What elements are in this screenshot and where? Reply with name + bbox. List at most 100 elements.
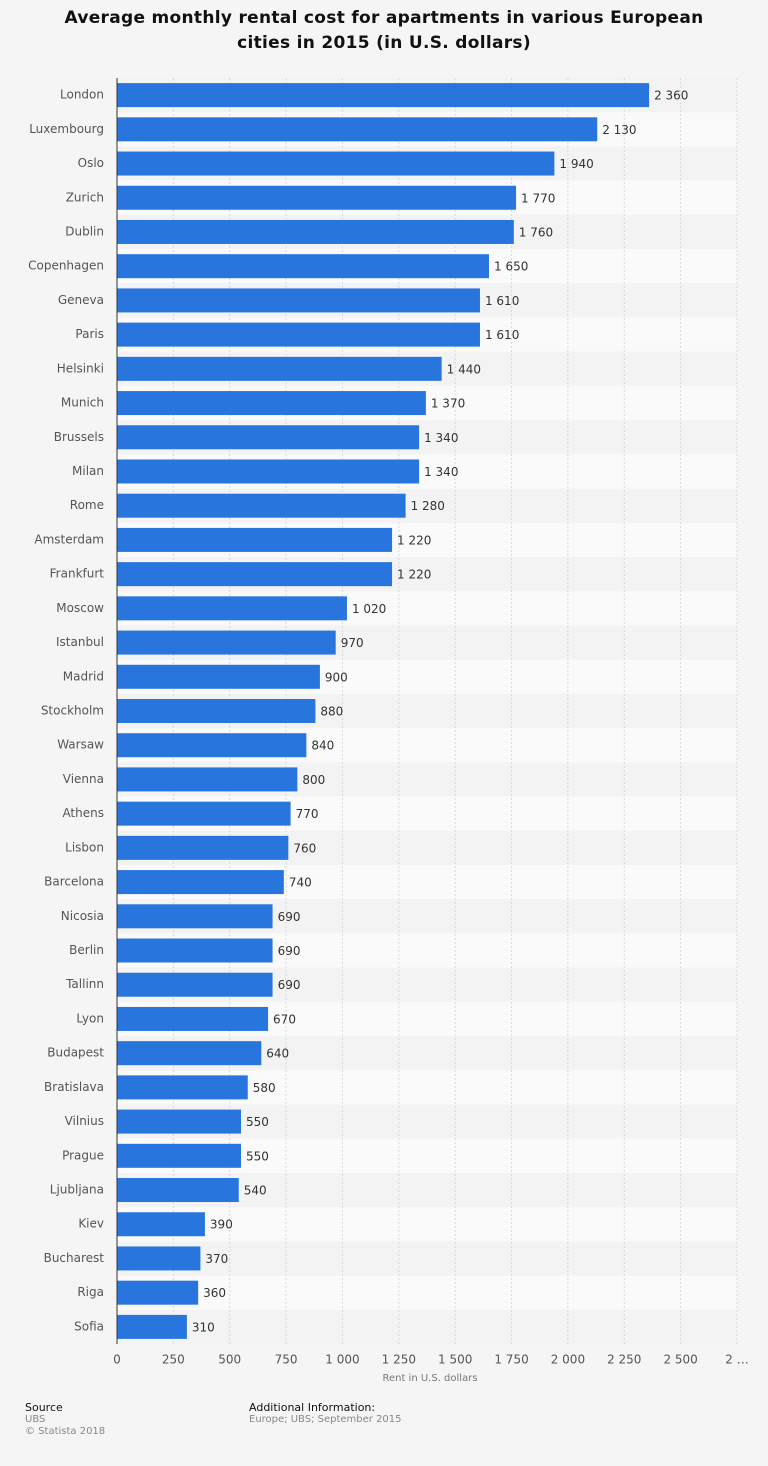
bar [117,219,514,244]
bar [117,801,291,826]
value-label: 550 [246,1115,269,1129]
y-tick-label: Kiev [78,1217,104,1231]
info-text: Europe; UBS; September 2015 [249,1414,402,1425]
y-tick-label: Copenhagen [28,259,104,273]
bar [117,288,480,313]
value-label: 640 [266,1047,289,1061]
value-label: 1 940 [559,157,593,171]
y-tick-label: Madrid [63,669,104,683]
value-label: 1 340 [424,431,458,445]
value-label: 2 360 [654,89,688,103]
value-label: 690 [278,978,301,992]
y-tick-label: Paris [75,327,104,341]
y-tick-label: Lyon [76,1011,104,1025]
bar [117,972,273,997]
bar [117,391,426,416]
info-heading: Additional Information: [249,1401,376,1414]
value-label: 390 [210,1218,233,1232]
bar [117,1212,205,1237]
y-tick-label: Istanbul [56,635,104,649]
chart: 0 250 500 750 1 000 1 250 1 500 1 750 2 000 2 250… [28,78,749,1384]
value-label: 1 440 [447,362,481,376]
bar [117,1006,269,1031]
x-tick-label: 2 500 [663,1353,697,1367]
bar [117,664,320,689]
y-tick-label: Athens [62,806,104,820]
y-tick-label: Milan [72,464,104,478]
value-label: 900 [325,670,348,684]
value-label: 360 [203,1286,226,1300]
y-tick-label: Zurich [66,190,104,204]
bar [117,493,406,518]
y-tick-label: Budapest [47,1046,104,1060]
value-label: 1 220 [397,533,431,547]
bar [117,938,273,963]
y-tick-label: Dublin [65,224,104,238]
bar [117,83,650,108]
row-stripe [117,1309,737,1344]
y-tick-label: Frankfurt [50,567,105,581]
value-label: 760 [293,841,316,855]
y-tick-label: Warsaw [57,738,104,752]
y-tick-label: Oslo [78,156,104,170]
source-heading: Source [25,1401,63,1414]
y-tick-label: Amsterdam [34,532,104,546]
x-axis-label: Rent in U.S. dollars [382,1373,477,1384]
x-tick-label: 1 500 [438,1353,472,1367]
bar [117,185,517,210]
value-label: 770 [296,807,319,821]
x-tick-label: 250 [162,1353,185,1367]
y-tick-label: Tallinn [65,977,104,991]
y-tick-label: Moscow [56,601,104,615]
value-label: 580 [253,1081,276,1095]
x-tick-label: 1 750 [494,1353,528,1367]
bar [117,527,393,552]
bar [117,767,298,792]
bar [117,1075,248,1100]
y-tick-label: Munich [61,396,104,410]
value-label: 2 130 [602,123,636,137]
bar [117,630,336,655]
x-tick-label: 2 250 [607,1353,641,1367]
value-label: 800 [302,773,325,787]
y-tick-label: Riga [77,1285,104,1299]
bar [117,1314,187,1339]
bar [117,459,420,484]
x-tick-label: 500 [218,1353,241,1367]
y-tick-label: Sofia [74,1319,104,1333]
y-tick-label: Bucharest [44,1251,105,1265]
value-label: 1 340 [424,465,458,479]
value-label: 550 [246,1149,269,1163]
bar [117,904,273,929]
value-label: 1 610 [485,294,519,308]
bar [117,870,284,895]
bar [117,322,480,347]
value-label: 310 [192,1320,215,1334]
bar [117,117,598,142]
bar [117,1041,262,1066]
y-tick-label: Vienna [63,772,104,786]
y-tick-label: Vilnius [65,1114,104,1128]
value-label: 690 [278,910,301,924]
value-label: 1 280 [411,499,445,513]
value-label: 690 [278,944,301,958]
value-label: 540 [244,1184,267,1198]
x-tick-label: 1 250 [382,1353,416,1367]
y-tick-label: Rome [70,498,104,512]
bar [117,254,489,279]
y-tick-label: Ljubljana [50,1183,104,1197]
y-tick-label: London [60,88,104,102]
value-label: 880 [320,705,343,719]
value-label: 840 [311,739,334,753]
row-stripe [117,1207,737,1242]
x-tick-label: 750 [275,1353,298,1367]
row-stripe [117,1241,737,1276]
copyright: © Statista 2018 [25,1426,106,1437]
bar [117,699,316,723]
y-tick-label: Stockholm [41,704,104,718]
x-tick-label: 2 000 [551,1353,585,1367]
bar [117,1280,199,1305]
source-name: UBS [25,1414,46,1425]
y-tick-label: Barcelona [44,875,104,889]
